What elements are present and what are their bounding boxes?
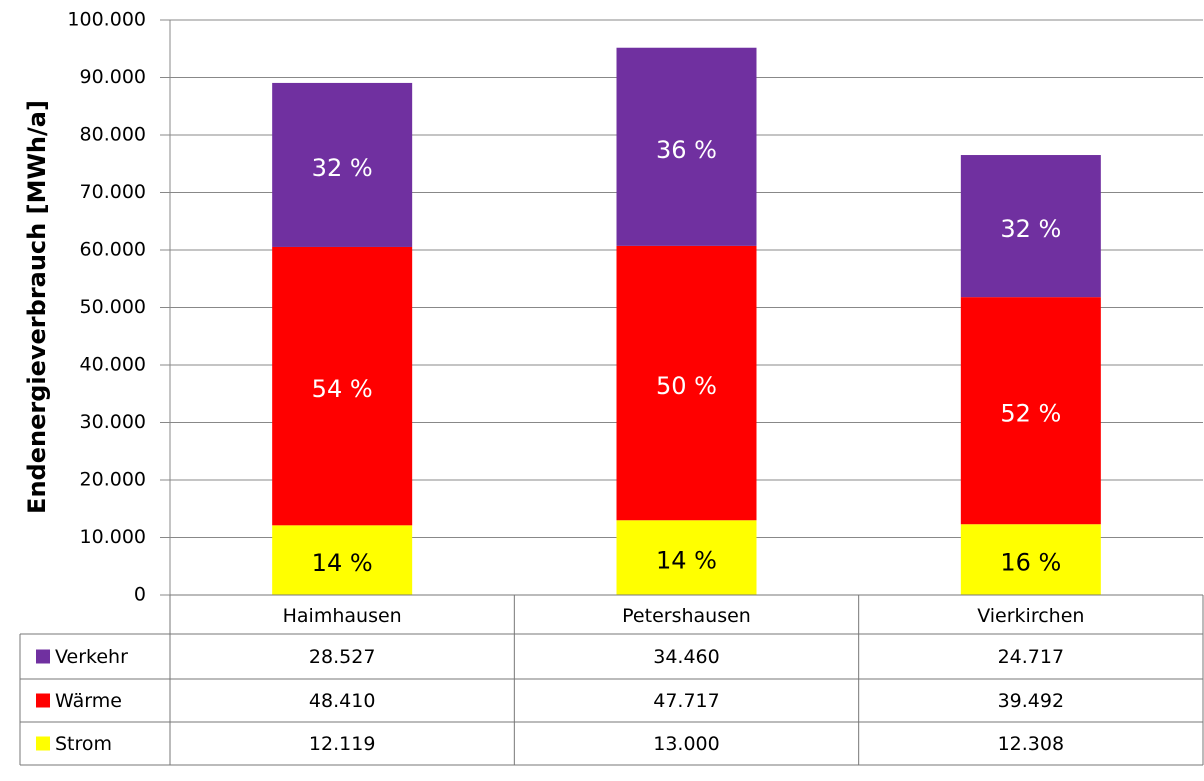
share-label: 52 % xyxy=(1000,400,1061,428)
bar-segment xyxy=(960,155,1101,298)
table-value: 24.717 xyxy=(998,646,1064,668)
table-value: 47.717 xyxy=(653,690,719,712)
x-tick-label: Haimhausen xyxy=(283,605,402,627)
table-value: 28.527 xyxy=(309,646,375,668)
bar-segment xyxy=(272,82,413,247)
legend-swatch xyxy=(36,736,50,751)
legend-swatch xyxy=(36,693,50,708)
bar-segment xyxy=(616,245,757,521)
table-value: 12.119 xyxy=(309,733,375,755)
share-label: 36 % xyxy=(656,136,717,164)
y-tick-label: 90.000 xyxy=(80,66,146,88)
share-label: 32 % xyxy=(1000,215,1061,243)
y-axis-title: Endenergieverbrauch [MWh/a] xyxy=(23,100,51,514)
bar-segment xyxy=(960,297,1101,525)
y-tick-label: 40.000 xyxy=(80,354,146,376)
y-tick-label: 50.000 xyxy=(80,296,146,318)
legend-label: Wärme xyxy=(55,690,122,712)
legend-swatch xyxy=(36,649,50,664)
share-label: 54 % xyxy=(312,375,373,403)
y-tick-label: 60.000 xyxy=(80,239,146,261)
table-value: 48.410 xyxy=(309,690,375,712)
share-label: 14 % xyxy=(656,547,717,575)
bar-segment xyxy=(960,524,1101,595)
bar-segment xyxy=(272,246,413,526)
bar-segment xyxy=(616,47,757,246)
share-label: 14 % xyxy=(312,549,373,577)
share-label: 16 % xyxy=(1000,549,1061,577)
share-label: 32 % xyxy=(312,154,373,182)
legend-label: Strom xyxy=(55,733,112,755)
table-value: 13.000 xyxy=(653,733,719,755)
share-label: 50 % xyxy=(656,372,717,400)
y-tick-label: 20.000 xyxy=(80,469,146,491)
y-tick-label: 100.000 xyxy=(67,9,146,31)
table-value: 34.460 xyxy=(653,646,719,668)
x-tick-label: Vierkirchen xyxy=(977,605,1084,627)
y-tick-label: 80.000 xyxy=(80,124,146,146)
bar-segment xyxy=(272,525,413,595)
y-tick-label: 0 xyxy=(134,584,146,606)
table-value: 12.308 xyxy=(998,733,1064,755)
y-tick-label: 70.000 xyxy=(80,181,146,203)
y-tick-label: 30.000 xyxy=(80,411,146,433)
bar-segment xyxy=(616,520,757,595)
y-tick-label: 10.000 xyxy=(80,526,146,548)
legend-label: Verkehr xyxy=(55,646,128,668)
x-tick-label: Petershausen xyxy=(622,605,751,627)
table-value: 39.492 xyxy=(998,690,1064,712)
